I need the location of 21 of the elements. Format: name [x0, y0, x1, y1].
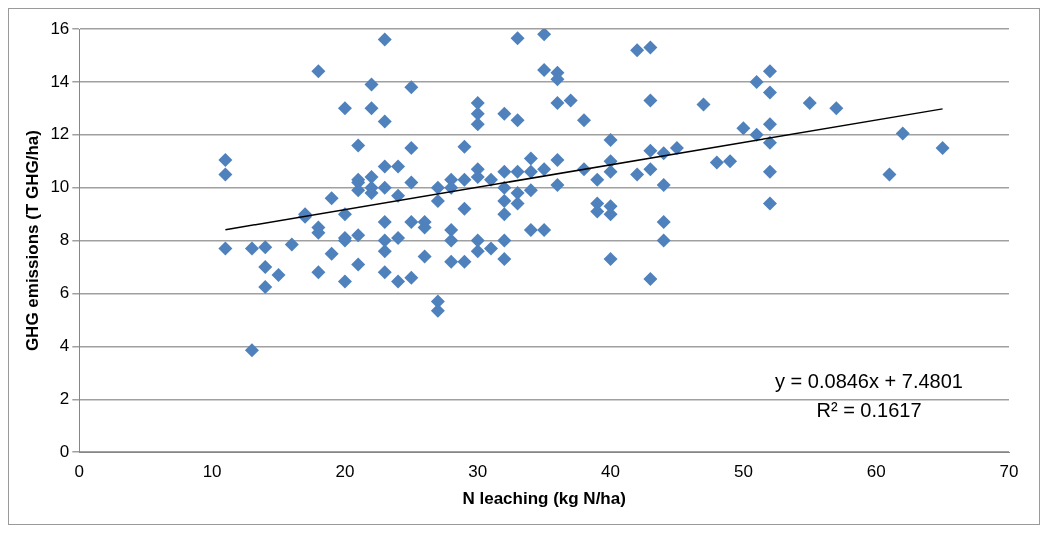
x-axis-title: N leaching (kg N/ha) — [462, 489, 626, 509]
x-tick-label: 60 — [866, 462, 886, 482]
annotation: R² = 0.1617 — [816, 398, 922, 421]
y-tick-label: 8 — [59, 230, 70, 250]
y-tick-label: 2 — [59, 388, 70, 408]
y-tick-label: 16 — [50, 18, 70, 38]
x-tick-label: 0 — [74, 462, 85, 482]
annotation: y = 0.0846x + 7.4801 — [775, 369, 963, 392]
x-tick-label: 50 — [733, 462, 753, 482]
x-tick-label: 70 — [999, 462, 1019, 482]
y-tick-label: 12 — [50, 124, 70, 144]
y-tick-label: 14 — [50, 71, 70, 91]
y-tick-label: 0 — [59, 441, 70, 461]
x-tick-label: 10 — [202, 462, 222, 482]
y-tick-label: 10 — [50, 177, 70, 197]
x-tick-label: 30 — [468, 462, 488, 482]
x-tick-label: 20 — [335, 462, 355, 482]
y-axis-title: GHG emissions (T GHG/ha) — [22, 130, 42, 352]
y-tick-label: 4 — [59, 336, 70, 356]
x-tick-label: 40 — [601, 462, 621, 482]
y-tick-label: 6 — [59, 283, 70, 303]
